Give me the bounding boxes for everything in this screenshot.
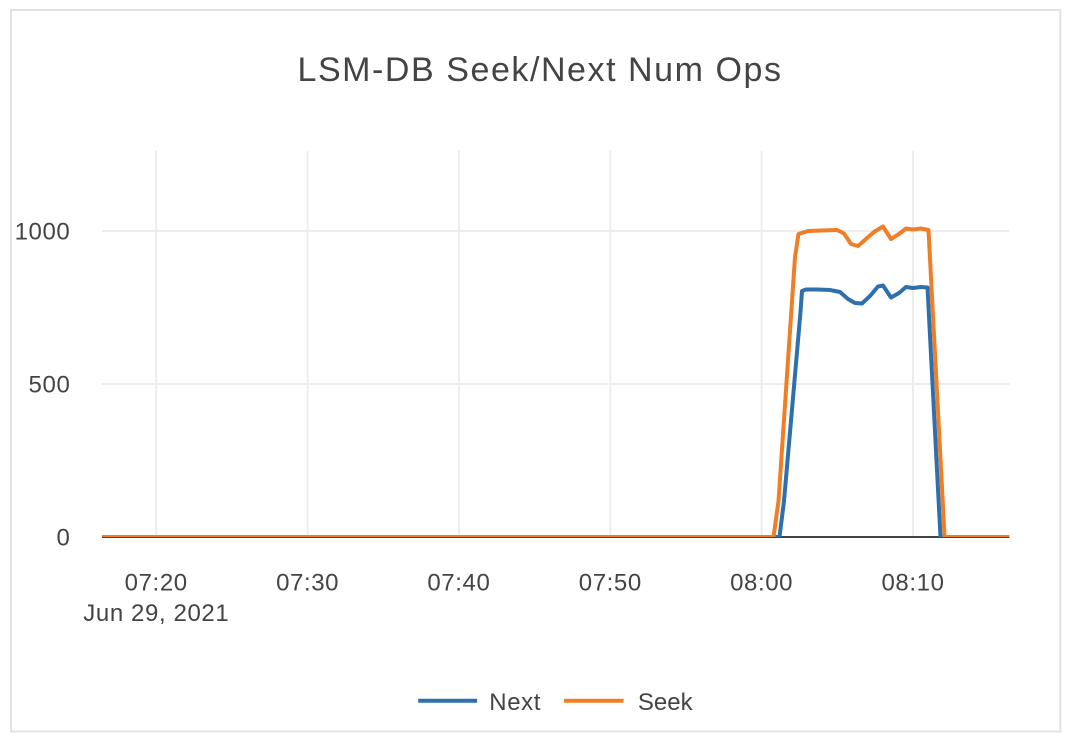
svg-text:08:00: 08:00 [730,570,793,597]
svg-text:LSM-DB Seek/Next Num Ops: LSM-DB Seek/Next Num Ops [298,51,783,89]
svg-text:07:50: 07:50 [579,570,642,597]
svg-text:500: 500 [29,372,71,399]
svg-text:07:30: 07:30 [276,570,339,597]
svg-text:Next: Next [489,689,541,716]
svg-text:08:10: 08:10 [881,570,944,597]
svg-text:Seek: Seek [638,689,694,716]
svg-text:07:40: 07:40 [427,570,490,597]
svg-text:07:20: 07:20 [125,570,188,597]
svg-text:1000: 1000 [15,219,71,246]
svg-text:0: 0 [56,525,70,552]
svg-text:Jun 29, 2021: Jun 29, 2021 [83,600,229,627]
